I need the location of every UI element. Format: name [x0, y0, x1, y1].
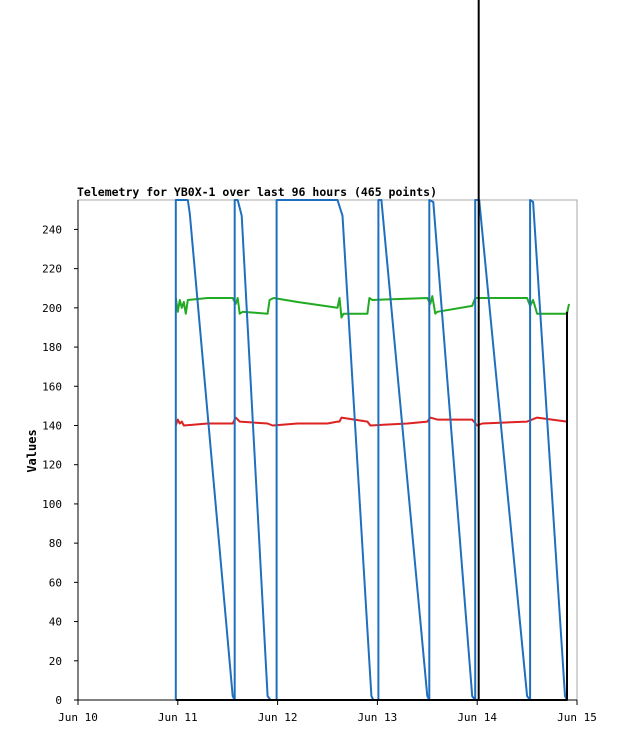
series-line-3	[175, 311, 568, 701]
y-tick-label: 100	[42, 498, 62, 511]
x-tick-label: Jun 13	[358, 711, 398, 724]
y-tick-label: 200	[42, 302, 62, 315]
y-tick-label: 160	[42, 380, 62, 393]
y-tick-label: 180	[42, 341, 62, 354]
y-tick-label: 20	[49, 655, 62, 668]
y-tick-label: 120	[42, 459, 62, 472]
x-tick-label: Jun 14	[457, 711, 497, 724]
x-tick-label: Jun 11	[158, 711, 198, 724]
x-tick-label: Jun 10	[58, 711, 98, 724]
y-axis: 0 20 40 60 80 100 120 140 160 180 200 220 240	[42, 200, 79, 707]
y-tick-label: 40	[49, 616, 62, 629]
y-tick-label: 60	[49, 576, 62, 589]
y-axis-label: Values	[25, 429, 39, 472]
series-layer	[174, 199, 570, 701]
y-tick-label: 240	[42, 223, 62, 236]
y-tick-label: 140	[42, 419, 62, 432]
y-tick-label: 0	[55, 694, 62, 707]
x-tick-label: Jun 15	[557, 711, 597, 724]
x-tick-label: Jun 12	[258, 711, 298, 724]
chart-title: Telemetry for YB0X-1 over last 96 hours …	[77, 185, 437, 199]
y-tick-label: 220	[42, 263, 62, 276]
y-tick-label: 80	[49, 537, 62, 550]
series-line-2	[174, 199, 568, 701]
x-axis: Jun 10 Jun 11 Jun 12 Jun 13 Jun 14 Jun 15	[58, 699, 597, 724]
plot-area-frame	[77, 199, 578, 701]
